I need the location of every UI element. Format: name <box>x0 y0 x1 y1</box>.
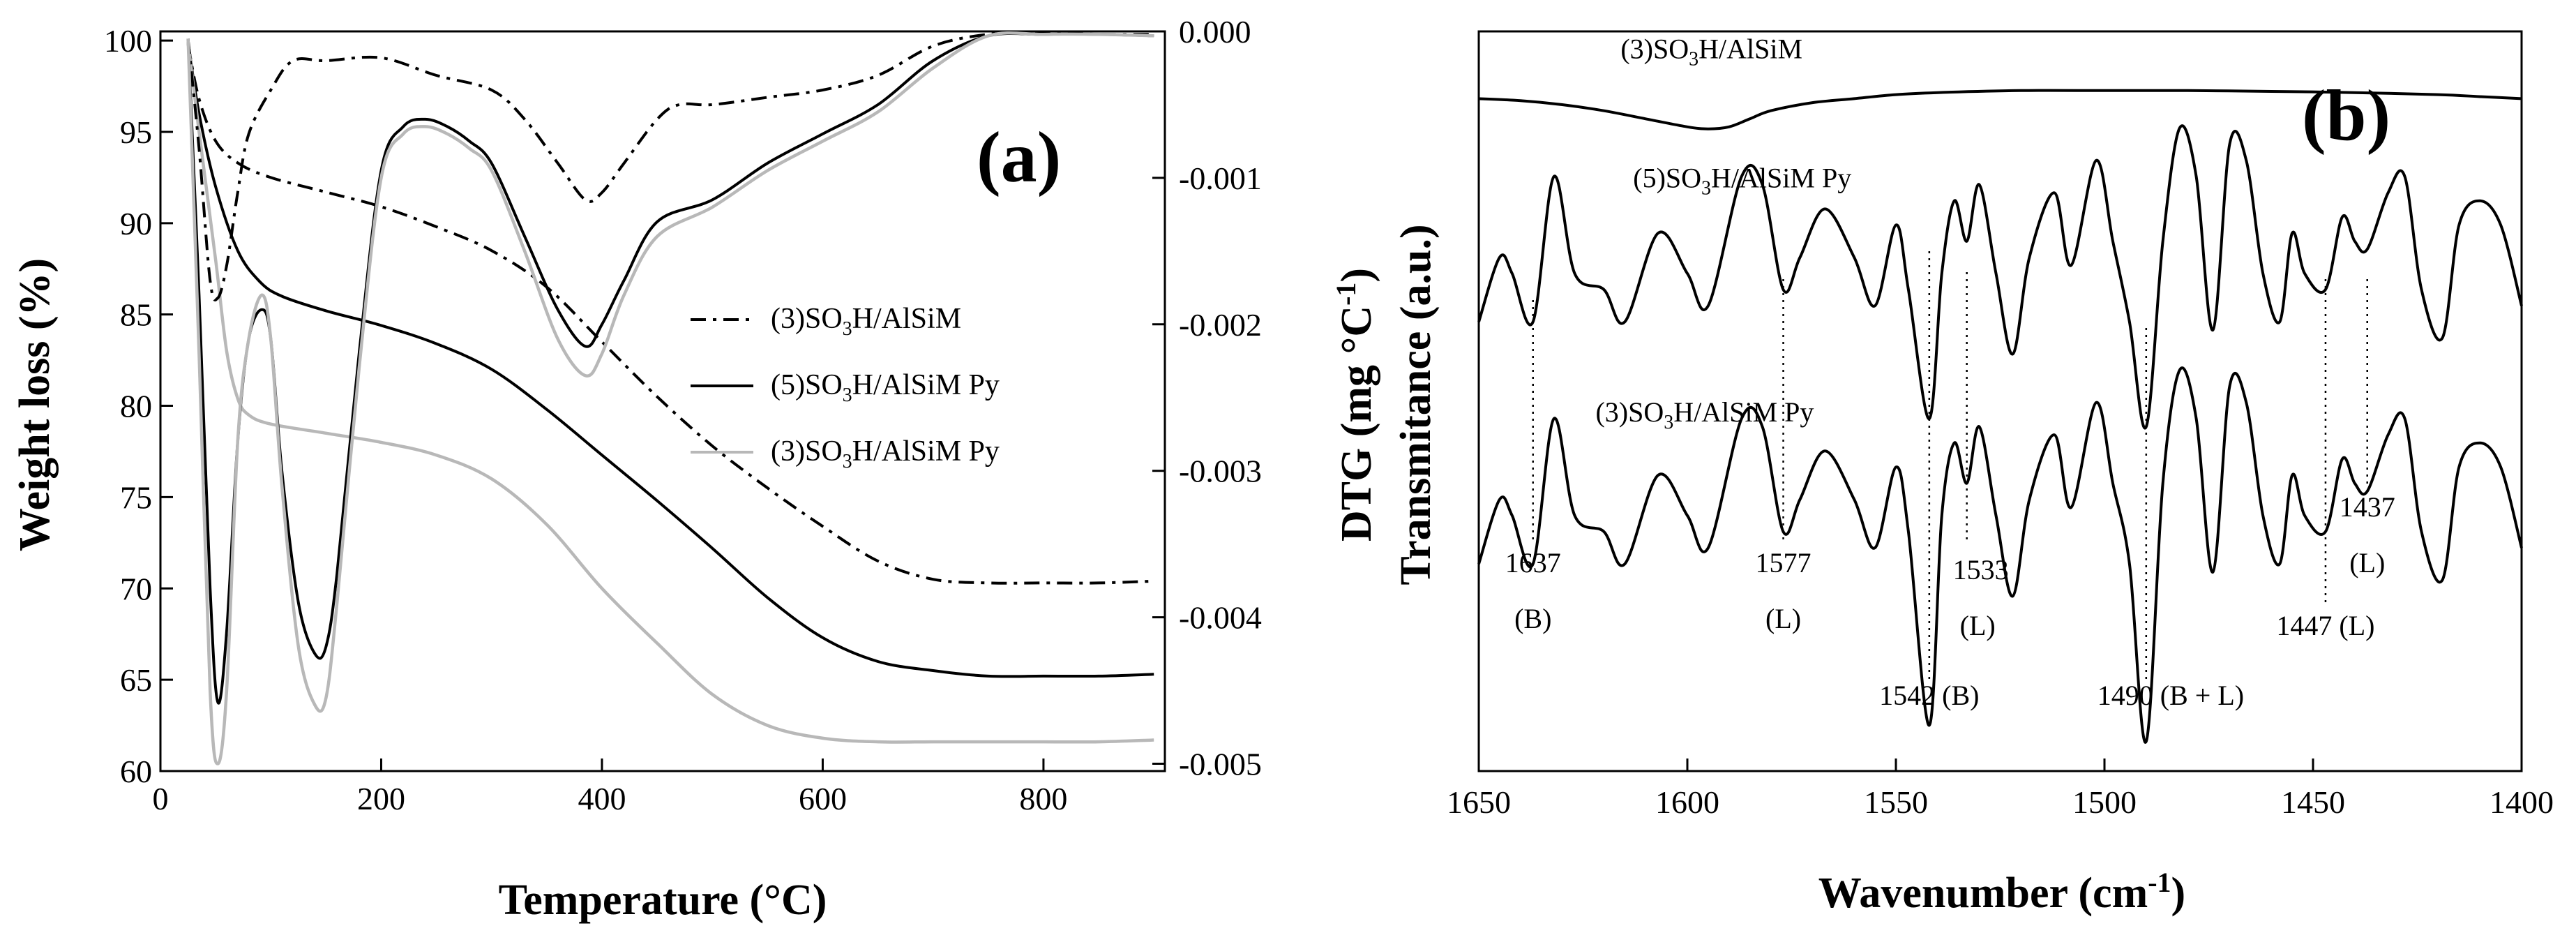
spectrum-label-1-part-1: (5)SO <box>1633 163 1701 194</box>
y-right-tick-label-1: -0.001 <box>1179 160 1262 196</box>
b-x-tick-label-1450: 1450 <box>2281 784 2345 820</box>
y-left-tick-label-85: 85 <box>120 297 152 333</box>
y-left-tick-label-100: 100 <box>104 23 152 59</box>
spectrum-label-0: (3)SO3H/AlSiM <box>1620 33 1802 70</box>
panel-b-x-axis-title-sup: -1 <box>2148 867 2171 898</box>
annotation-label-1447: 1447 (L) <box>2276 610 2374 641</box>
panel-a-label: (a) <box>977 117 1061 197</box>
spectrum-label-2-subscript: 3 <box>1664 412 1673 433</box>
legend-label-2-subscript: 3 <box>843 451 852 472</box>
y-right-tick-label-0: 0.000 <box>1179 14 1251 50</box>
legend-label-2-part-1: (3)SO <box>771 435 843 468</box>
x-tick-label-200: 200 <box>357 781 405 816</box>
x-tick-label-800: 800 <box>1019 781 1067 816</box>
y-left-tick-label-90: 90 <box>120 206 152 241</box>
b-x-tick-label-1550: 1550 <box>1864 784 1928 820</box>
panel-b-x-axis-title: Wavenumber (cm-1) <box>1818 867 2185 917</box>
annotation-label-1542: 1542 (B) <box>1879 680 1979 711</box>
panel-b-y-axis-title: Transmitance (a.u.) <box>1392 224 1440 585</box>
panel-a-right-axis-title-main: DTG (mg °C <box>1333 306 1380 541</box>
panel-b-series: (3)SO3H/AlSiM(5)SO3H/AlSiM Py(3)SO3H/AlS… <box>1477 33 2523 744</box>
panel-a-left-axis-title: Weight loss (%) <box>11 258 59 551</box>
annotation-label-1533: 1533 <box>1953 554 2009 585</box>
panel-a-right-axis-title-close: ) <box>1333 268 1380 283</box>
y-right-tick-label-5: -0.005 <box>1179 747 1262 782</box>
panel-b-chart: 1650 1600 1550 1500 1450 1400 (3)SO3H/AlSiM(5… <box>1392 30 2554 917</box>
spectrum-label-1-subscript: 3 <box>1701 178 1711 200</box>
y-left-tick-label-80: 80 <box>120 389 152 424</box>
b-x-tick-label-1650: 1650 <box>1447 784 1511 820</box>
x-tick-label-0: 0 <box>153 781 169 816</box>
legend-label-1-part-2: H/AlSiM Py <box>852 369 1000 401</box>
y-right-tick-label-4: -0.004 <box>1179 600 1262 636</box>
spectrum-label-2-part-1: (3)SO <box>1595 396 1664 428</box>
legend-label-1-part-1: (5)SO <box>771 369 843 401</box>
y-left-tick-label-60: 60 <box>120 754 152 789</box>
y-left-tick-label-95: 95 <box>120 114 152 150</box>
panel-a-x-axis-title: Temperature (°C) <box>499 876 827 924</box>
spectrum-label-1: (5)SO3H/AlSiM Py <box>1633 163 1851 200</box>
y-left-tick-label-65: 65 <box>120 662 152 698</box>
annotation-sublabel-1577: (L) <box>1765 603 1801 634</box>
legend-label-0: (3)SO3H/AlSiM <box>771 303 961 340</box>
spectrum-label-1-part-2: H/AlSiM Py <box>1711 163 1851 194</box>
panel-a-right-axis-title: DTG (mg °C-1) <box>1330 268 1380 541</box>
x-tick-label-400: 400 <box>578 781 626 816</box>
panel-a-frame <box>159 30 1166 772</box>
spectrum-line-1 <box>1477 124 2523 430</box>
y-left-tick-label-75: 75 <box>120 479 152 515</box>
panel-b-x-axis-title-close: ) <box>2171 869 2186 917</box>
legend-label-2: (3)SO3H/AlSiM Py <box>771 435 1000 472</box>
b-x-tick-label-1500: 1500 <box>2072 784 2137 820</box>
panel-b-annotations: 1637 (B) 1577 (L) 1542 (B) 1533 (L) 1490 (B + L… <box>1505 251 2395 711</box>
x-tick-label-600: 600 <box>799 781 847 816</box>
legend-label-1: (5)SO3H/AlSiM Py <box>771 369 1000 406</box>
annotation-label-1490: 1490 (B + L) <box>2097 680 2244 711</box>
spectrum-label-0-part-2: H/AlSiM <box>1698 33 1802 65</box>
y-right-tick-label-2: -0.002 <box>1179 307 1262 343</box>
panel-b-label: (b) <box>2302 75 2390 156</box>
series-line-2 <box>186 42 1154 744</box>
panel-b-x-axis-title-main: Wavenumber (cm <box>1818 869 2148 917</box>
spectrum-label-0-subscript: 3 <box>1689 49 1698 70</box>
series-line-5 <box>186 31 1154 765</box>
panel-a-right-axis-title-sup: -1 <box>1330 283 1362 306</box>
panel-a-ticks: 0 200 400 600 800 60 65 70 75 80 85 90 95 100 0.000 -0.… <box>104 14 1262 816</box>
panel-b-frame <box>1477 30 2523 772</box>
spectrum-label-2-part-2: H/AlSiM Py <box>1673 396 1814 428</box>
spectrum-label-2: (3)SO3H/AlSiM Py <box>1595 396 1814 433</box>
panel-a-chart: 0 200 400 600 800 60 65 70 75 80 85 90 95 100 0.000 -0.… <box>11 14 1380 924</box>
annotation-sublabel-1533: (L) <box>1960 610 1996 641</box>
panel-a-legend: (3)SO3H/AlSiM(5)SO3H/AlSiM Py(3)SO3H/AlS… <box>691 303 1000 472</box>
annotation-label-1437: 1437 <box>2340 491 2395 523</box>
annotation-sublabel-1437: (L) <box>2349 547 2385 578</box>
series-line-3 <box>186 31 1154 301</box>
legend-label-0-part-1: (3)SO <box>771 303 843 335</box>
legend-label-0-part-2: H/AlSiM <box>852 303 961 335</box>
spectrum-line-2 <box>1477 366 2523 744</box>
annotation-sublabel-1637: (B) <box>1514 603 1551 634</box>
annotation-label-1637: 1637 <box>1505 547 1561 578</box>
legend-label-1-subscript: 3 <box>843 384 852 406</box>
legend-label-0-subscript: 3 <box>843 318 852 340</box>
y-right-tick-label-3: -0.003 <box>1179 454 1262 489</box>
y-left-tick-label-70: 70 <box>120 571 152 606</box>
annotation-label-1577: 1577 <box>1756 547 1812 578</box>
spectrum-line-0 <box>1478 89 2522 130</box>
panel-b-ticks: 1650 1600 1550 1500 1450 1400 <box>1447 759 2554 820</box>
b-x-tick-label-1400: 1400 <box>2490 784 2554 820</box>
legend-label-2-part-2: H/AlSiM Py <box>852 435 1000 468</box>
b-x-tick-label-1600: 1600 <box>1655 784 1719 820</box>
series-line-1 <box>186 42 1154 678</box>
panel-a-series <box>186 31 1154 765</box>
spectrum-label-0-part-1: (3)SO <box>1620 33 1689 65</box>
